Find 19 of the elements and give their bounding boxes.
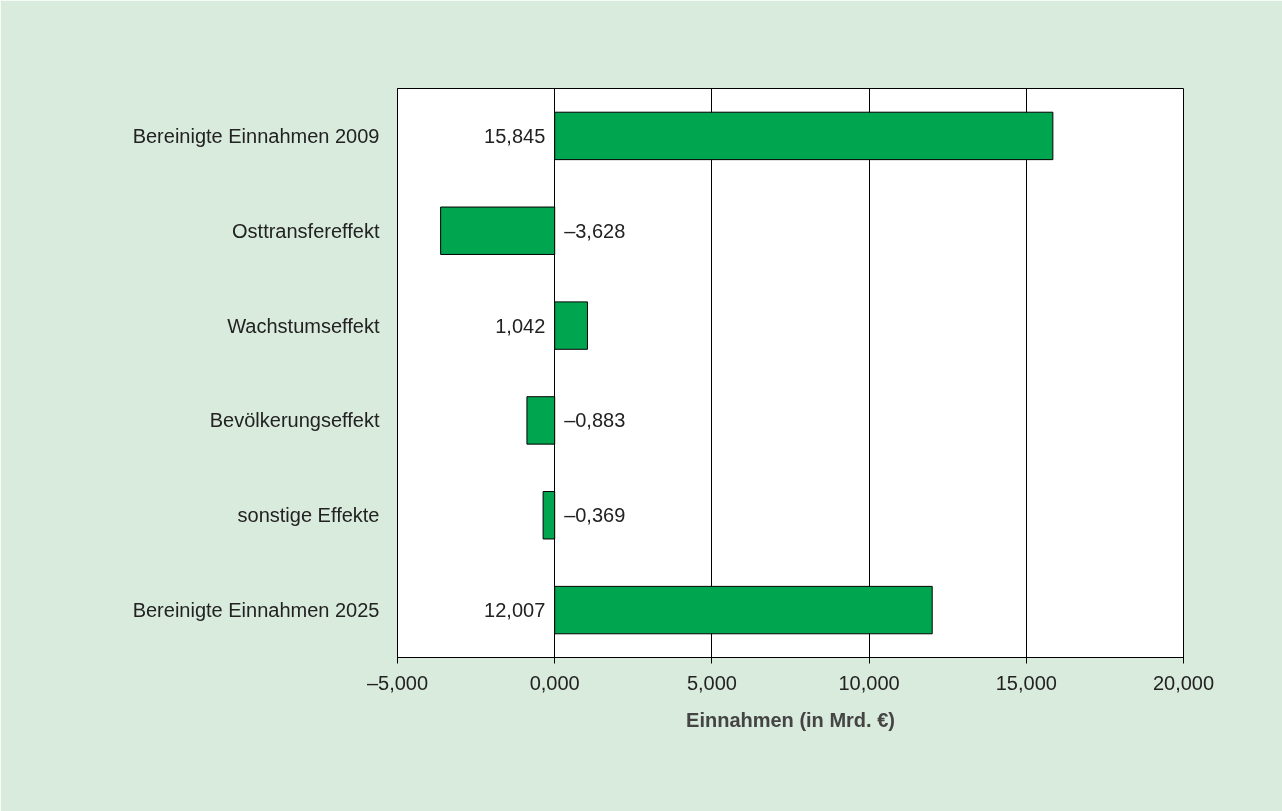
y-tick-label: sonstige Effekte bbox=[237, 504, 380, 527]
x-tick-label: 10,000 bbox=[838, 671, 900, 694]
x-tick-label: 20,000 bbox=[1152, 671, 1215, 694]
y-tick-label: Bereinigte Einnahmen 2009 bbox=[132, 124, 380, 147]
x-tick-label: –5,000 bbox=[366, 671, 429, 694]
data-label: 12,007 bbox=[484, 599, 546, 622]
x-tick-label: 5,000 bbox=[686, 671, 737, 694]
y-tick-label: Bevölkerungseffekt bbox=[209, 409, 380, 432]
data-label: 15,845 bbox=[484, 124, 546, 147]
x-tick-label: 0,000 bbox=[529, 671, 580, 694]
x-axis-title: Einnahmen (in Mrd. €) bbox=[686, 708, 895, 731]
data-label: –0,883 bbox=[564, 409, 626, 432]
y-tick-label: Bereinigte Einnahmen 2025 bbox=[132, 599, 380, 622]
x-tick-label: 15,000 bbox=[995, 671, 1057, 694]
y-tick-label: Osttransfereffekt bbox=[232, 219, 380, 242]
data-label: 1,042 bbox=[495, 314, 546, 337]
y-tick-label: Wachstumseffekt bbox=[227, 314, 380, 337]
data-label: –0,369 bbox=[564, 504, 626, 527]
data-label: –3,628 bbox=[564, 219, 626, 242]
